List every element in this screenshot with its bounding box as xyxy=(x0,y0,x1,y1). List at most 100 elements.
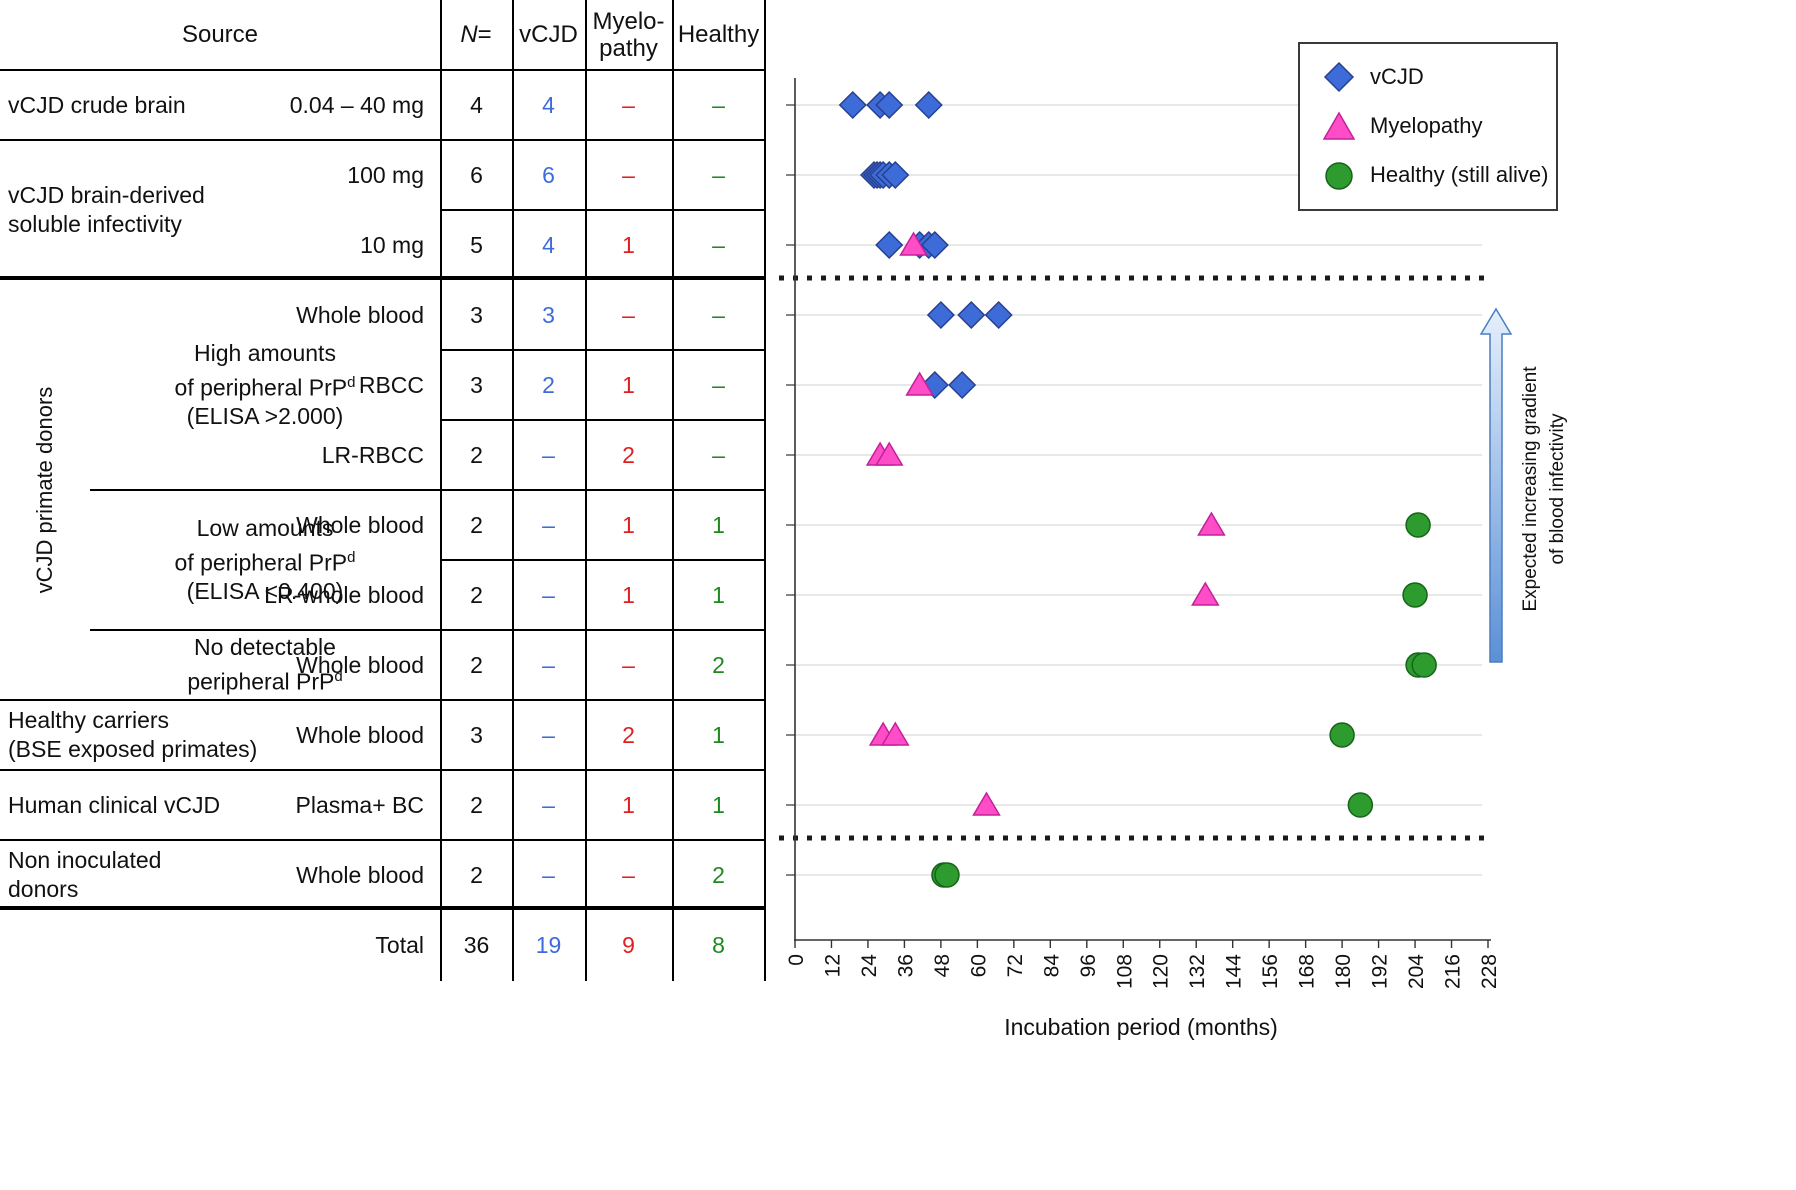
n-equals: = xyxy=(477,21,492,48)
cell-myelopathy: 1 xyxy=(622,581,635,608)
group-label-line: vCJD crude brain xyxy=(8,91,186,118)
cell-n: 3 xyxy=(470,721,483,748)
column-divider xyxy=(585,0,587,981)
cell-myelopathy: 2 xyxy=(622,441,635,468)
cell-healthy: 1 xyxy=(712,511,725,538)
vcjd-marker xyxy=(920,230,949,260)
group-label-line: (BSE exposed primates) xyxy=(8,736,258,762)
total-n: 36 xyxy=(463,931,490,958)
x-tick-label: 12 xyxy=(821,954,844,977)
group-label-line: Human clinical vCJD xyxy=(8,791,221,818)
row-material: 100 mg xyxy=(347,161,424,188)
row-material: Whole blood xyxy=(296,301,424,328)
x-tick-label: 48 xyxy=(931,954,954,977)
legend-item-myelopathy: Myelopathy xyxy=(1322,101,1556,150)
cell-myelopathy: 2 xyxy=(622,721,635,748)
prp-superscript: d xyxy=(347,373,356,391)
x-tick-label: 204 xyxy=(1405,954,1428,989)
x-tick-label: 60 xyxy=(967,954,990,977)
row-divider xyxy=(90,629,765,631)
cell-vcjd: – xyxy=(542,721,555,748)
x-tick-label: 132 xyxy=(1186,954,1209,989)
cell-vcjd: – xyxy=(542,791,555,818)
total-vcjd: 19 xyxy=(535,931,562,958)
cell-vcjd: 2 xyxy=(542,371,555,398)
row-divider xyxy=(0,699,765,701)
vcjd-marker xyxy=(881,160,910,190)
cell-myelopathy: – xyxy=(622,301,635,328)
vcjd-marker xyxy=(984,300,1013,330)
myelopathy-header-line2: pathy xyxy=(599,35,658,62)
row-divider xyxy=(0,139,765,141)
cell-vcjd: – xyxy=(542,441,555,468)
group-brain-derived: vCJD brain-derived soluble infectivity xyxy=(8,140,338,280)
prp-text: of peripheral PrP xyxy=(174,549,348,576)
row-divider xyxy=(0,769,765,771)
thick-divider xyxy=(0,276,766,280)
vcjd-marker xyxy=(838,90,867,120)
healthy-marker xyxy=(934,862,960,888)
healthy-circle-icon xyxy=(1325,161,1353,190)
cell-myelopathy: – xyxy=(622,91,635,118)
cell-n: 3 xyxy=(470,371,483,398)
myelopathy-marker xyxy=(972,791,1001,816)
group-high-prpd: High amounts of peripheral PrPd (ELISA >… xyxy=(95,280,435,490)
group-healthy-carriers: Healthy carriers (BSE exposed primates) xyxy=(8,700,388,770)
prp-text: of peripheral PrP xyxy=(174,374,348,401)
healthy-marker xyxy=(1347,792,1374,818)
x-tick-label: 156 xyxy=(1259,954,1282,989)
x-tick-label: 108 xyxy=(1113,954,1136,989)
myelopathy-marker xyxy=(1197,511,1226,536)
group-label-line: soluble infectivity xyxy=(8,211,182,237)
group-label-line: Healthy carriers xyxy=(8,707,170,733)
row-material: Whole blood xyxy=(296,511,424,538)
cell-n: 4 xyxy=(470,91,483,118)
cell-healthy: – xyxy=(712,301,725,328)
row-divider xyxy=(0,69,765,71)
prp-superscript: d xyxy=(347,548,356,566)
cell-healthy: – xyxy=(712,371,725,398)
column-divider xyxy=(512,0,514,981)
group-label-line: of peripheral PrPd xyxy=(175,368,356,403)
legend-label-vcjd: vCJD xyxy=(1370,63,1424,89)
myelopathy-marker xyxy=(874,441,904,466)
row-material: 10 mg xyxy=(360,231,424,258)
cell-healthy: 1 xyxy=(712,721,725,748)
x-tick-label: 216 xyxy=(1442,954,1465,989)
group-label-line: of peripheral PrPd xyxy=(175,543,356,578)
row-material: LR-RBCC xyxy=(321,441,424,468)
cell-vcjd: 3 xyxy=(542,301,555,328)
cell-vcjd: 4 xyxy=(542,231,555,258)
group-label-line: High amounts xyxy=(194,339,336,366)
row-material: LR-whole blood xyxy=(264,581,424,608)
total-healthy: 8 xyxy=(712,931,725,958)
col-header-myelopathy: Myelo- pathy xyxy=(585,0,672,70)
x-axis-title: Incubation period (months) xyxy=(1004,1014,1278,1040)
cell-myelopathy: 1 xyxy=(622,231,635,258)
legend-label-healthy: Healthy (still alive) xyxy=(1370,161,1549,187)
gradient-label-line2: of blood infectivity xyxy=(1547,413,1568,565)
healthy-marker xyxy=(1329,722,1355,748)
vcjd-diamond-icon xyxy=(1323,61,1355,92)
col-header-source: Source xyxy=(181,21,259,48)
row-divider xyxy=(0,839,765,841)
x-tick-label: 72 xyxy=(1004,954,1027,977)
cell-myelopathy: 1 xyxy=(622,371,635,398)
cell-myelopathy: – xyxy=(622,861,635,888)
x-tick-label: 180 xyxy=(1332,954,1355,989)
myelopathy-marker xyxy=(1191,581,1220,606)
cell-vcjd: – xyxy=(542,511,555,538)
x-tick-label: 84 xyxy=(1040,954,1063,978)
cell-n: 2 xyxy=(470,791,483,818)
x-tick-label: 120 xyxy=(1150,954,1173,989)
myelopathy-marker xyxy=(899,231,928,256)
total-label: Total xyxy=(375,931,424,958)
cell-n: 2 xyxy=(470,651,483,678)
x-tick-label: 36 xyxy=(894,954,917,977)
row-material: 0.04 – 40 mg xyxy=(289,91,424,118)
x-tick-label: 168 xyxy=(1296,954,1319,989)
group-no-detectable-prpd: No detectable peripheral PrPd xyxy=(95,630,435,700)
blood-infectivity-gradient-arrow xyxy=(1479,307,1513,663)
